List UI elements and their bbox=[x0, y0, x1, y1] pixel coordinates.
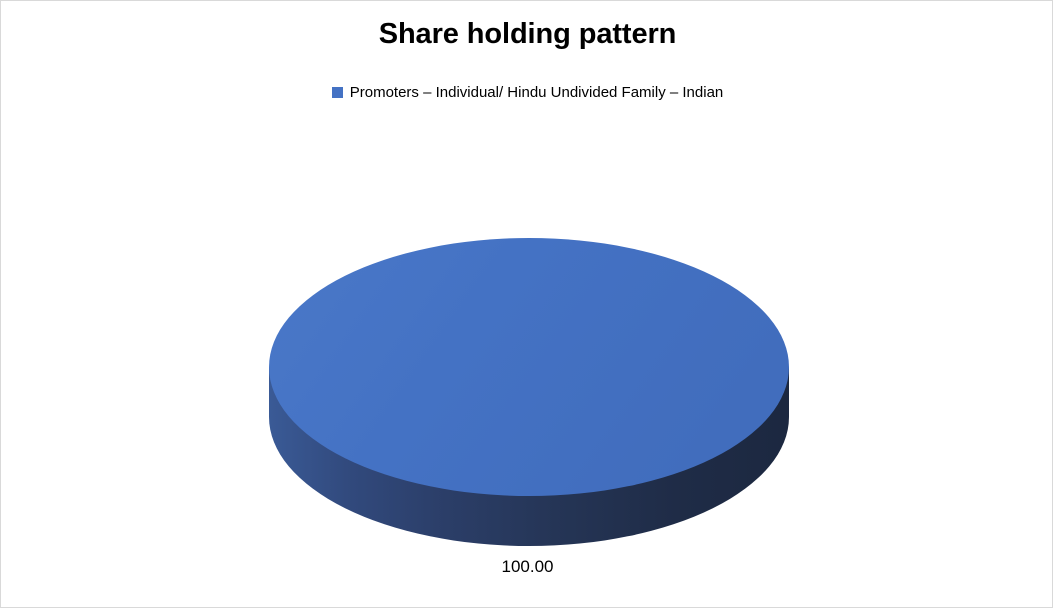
pie-slice-promoters-top[interactable] bbox=[269, 238, 789, 496]
chart-title: Share holding pattern bbox=[378, 18, 677, 50]
legend-item-label: Promoters – Individual/ Hindu Undivided … bbox=[349, 84, 724, 101]
chart-legend: Promoters – Individual/ Hindu Undivided … bbox=[1, 84, 1052, 101]
legend-color-swatch-icon bbox=[331, 87, 343, 98]
pie-data-label: 100.00 bbox=[501, 557, 554, 576]
legend-item-promoters[interactable]: Promoters – Individual/ Hindu Undivided … bbox=[331, 84, 724, 101]
